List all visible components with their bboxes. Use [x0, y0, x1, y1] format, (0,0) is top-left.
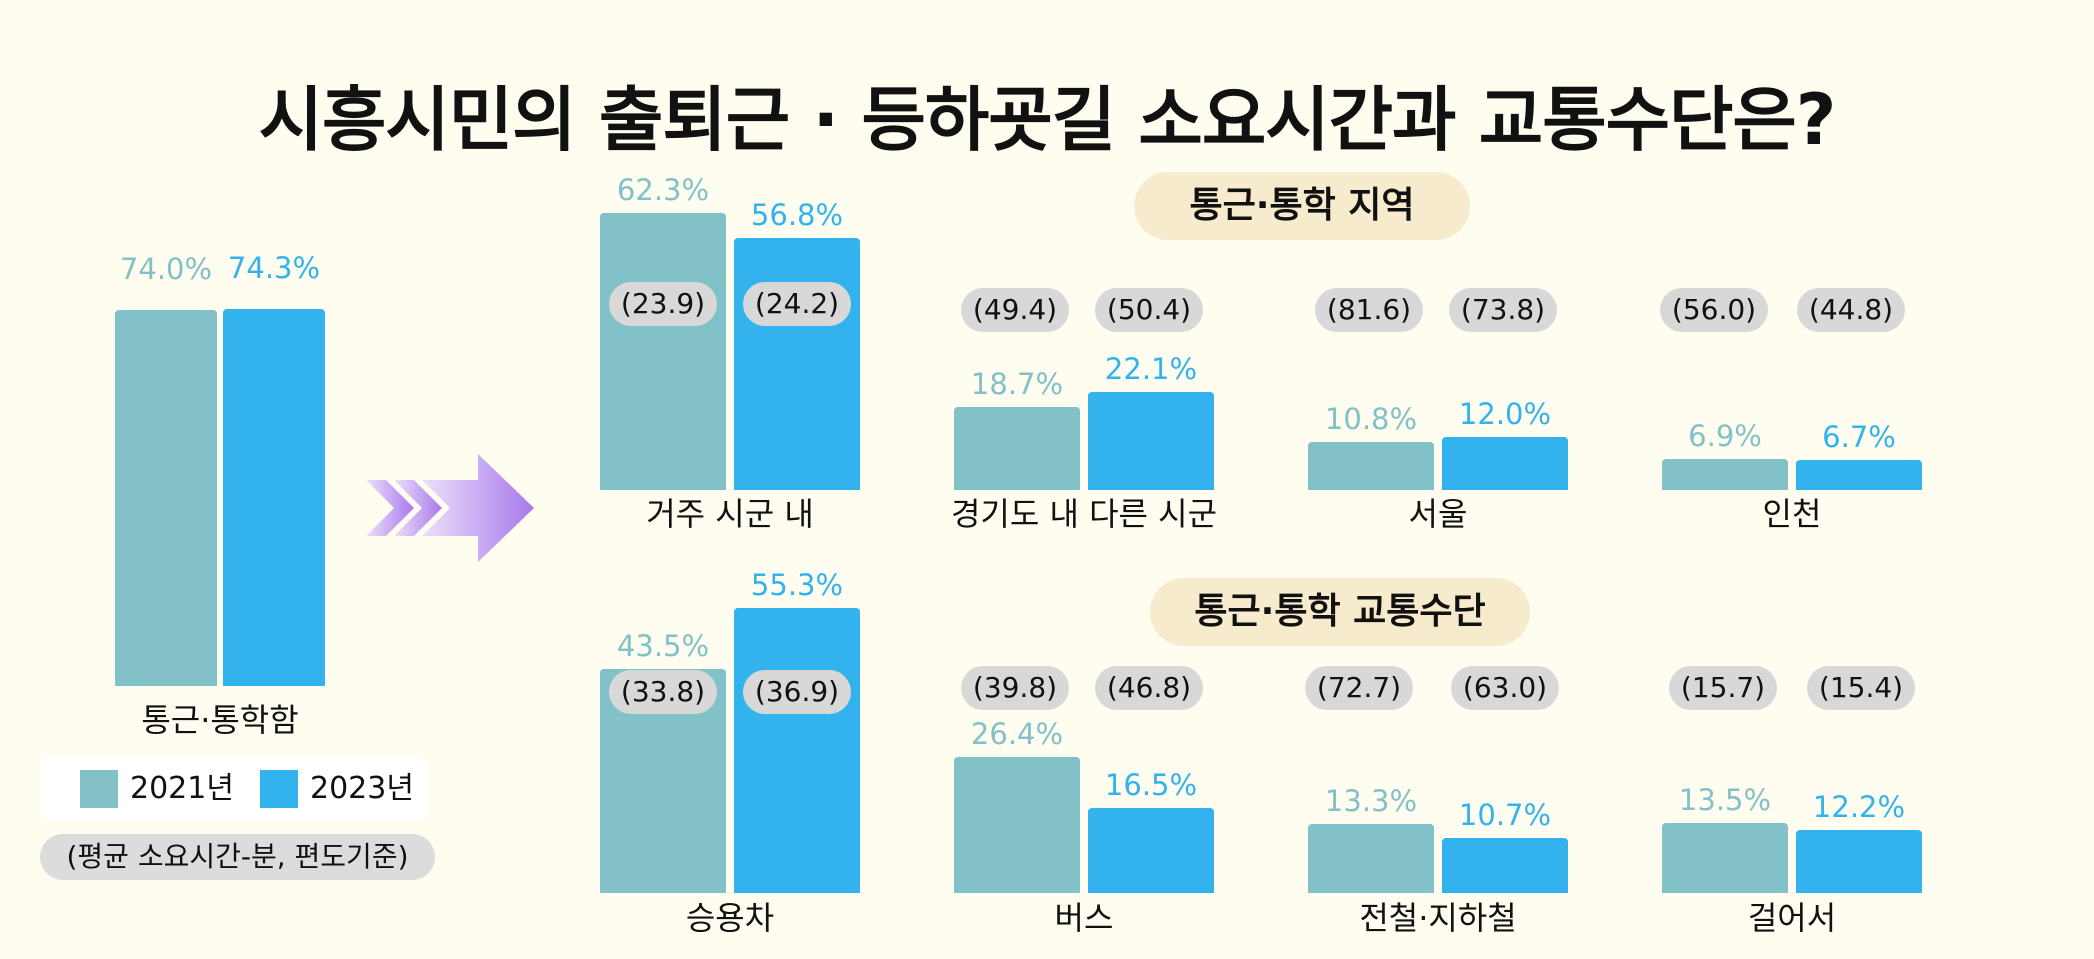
avg-time-pill-region-3-2023: (73.8)	[1449, 288, 1557, 332]
section-label-region: 통근·통학 지역	[1134, 172, 1470, 240]
bar-transport-3-2023	[1442, 837, 1568, 893]
data-label-transport-2-2021: 26.4%	[970, 716, 1064, 751]
data-label-transport-1-2023: 55.3%	[750, 567, 844, 602]
legend-swatch-2023	[260, 770, 298, 808]
data-label-transport-3-2021: 13.3%	[1324, 784, 1418, 819]
avg-time-pill-transport-2-2021: (39.8)	[961, 666, 1069, 710]
avg-time-pill-transport-1-2021: (33.8)	[609, 670, 717, 714]
category-label-region-4: 인천	[1762, 495, 1822, 533]
category-label-region-2: 경기도 내 다른 시군	[950, 495, 1218, 533]
data-label-region-4-2023: 6.7%	[1822, 420, 1896, 455]
bar-region-2-2023	[1088, 391, 1214, 490]
data-label-commute-2021: 74.0%	[119, 252, 213, 287]
avg-time-pill-region-4-2023: (44.8)	[1797, 288, 1905, 332]
bar-region-1-2023	[734, 237, 860, 490]
avg-time-pill-transport-3-2021: (72.7)	[1305, 666, 1413, 710]
category-label-transport-2: 버스	[1054, 899, 1114, 937]
data-label-transport-3-2023: 10.7%	[1458, 797, 1552, 832]
category-label-region-3: 서울	[1408, 495, 1468, 533]
avg-time-pill-transport-4-2023: (15.4)	[1807, 666, 1915, 710]
data-label-commute-2023: 74.3%	[227, 250, 321, 285]
data-label-region-4-2021: 6.9%	[1688, 419, 1762, 454]
bar-region-3-2023	[1442, 436, 1568, 490]
bar-commute-2023	[223, 308, 325, 686]
avg-time-pill-transport-3-2023: (63.0)	[1451, 666, 1559, 710]
legend-label-2021: 2021년	[130, 771, 234, 806]
data-label-region-1-2021: 62.3%	[616, 173, 710, 208]
bar-transport-2-2021	[954, 756, 1080, 893]
data-label-transport-1-2021: 43.5%	[616, 628, 710, 663]
bar-region-1-2021	[600, 213, 726, 490]
legend-label-2023: 2023년	[310, 771, 414, 806]
arrow-right-icon	[366, 454, 534, 562]
bar-transport-2-2023	[1088, 807, 1214, 893]
legend-swatch-2021	[80, 770, 118, 808]
unit-note: (평균 소요시간-분, 편도기준)	[40, 834, 435, 880]
bar-transport-4-2021	[1662, 823, 1788, 893]
data-label-transport-2-2023: 16.5%	[1104, 767, 1198, 802]
bar-transport-4-2023	[1796, 830, 1922, 893]
avg-time-pill-region-4-2021: (56.0)	[1660, 288, 1768, 332]
page-title: 시흥시민의 출퇴근 · 등하굣길 소요시간과 교통수단은?	[258, 79, 1837, 161]
bar-region-3-2021	[1308, 442, 1434, 490]
avg-time-pill-transport-4-2021: (15.7)	[1669, 666, 1777, 710]
bar-transport-3-2021	[1308, 824, 1434, 893]
data-label-transport-4-2021: 13.5%	[1678, 783, 1772, 818]
legend: 2021년 2023년	[40, 758, 426, 820]
data-label-region-1-2023: 56.8%	[750, 197, 844, 232]
avg-time-pill-region-3-2021: (81.6)	[1315, 288, 1423, 332]
bar-region-4-2023	[1796, 460, 1922, 490]
category-label-transport-1: 승용차	[685, 899, 775, 937]
category-label-transport-3: 전철·지하철	[1359, 899, 1517, 937]
section-label-transport: 통근·통학 교통수단	[1150, 578, 1530, 646]
data-label-region-3-2023: 12.0%	[1458, 396, 1552, 431]
avg-time-pill-region-2-2023: (50.4)	[1095, 288, 1203, 332]
avg-time-pill-transport-2-2023: (46.8)	[1095, 666, 1203, 710]
data-label-region-3-2021: 10.8%	[1324, 402, 1418, 437]
data-label-region-2-2023: 22.1%	[1104, 351, 1198, 386]
avg-time-pill-transport-1-2023: (36.9)	[743, 670, 851, 714]
bar-region-4-2021	[1662, 459, 1788, 490]
bar-region-2-2021	[954, 406, 1080, 490]
category-label-commute: 통근·통학함	[141, 701, 299, 739]
avg-time-pill-region-1-2023: (24.2)	[743, 282, 851, 326]
bar-commute-2021	[115, 310, 217, 686]
data-label-transport-4-2023: 12.2%	[1812, 790, 1906, 825]
avg-time-pill-region-1-2021: (23.9)	[609, 282, 717, 326]
bar-transport-1-2023	[734, 607, 860, 893]
avg-time-pill-region-2-2021: (49.4)	[961, 288, 1069, 332]
category-label-region-1: 거주 시군 내	[646, 495, 814, 533]
data-label-region-2-2021: 18.7%	[970, 366, 1064, 401]
category-label-transport-4: 걸어서	[1747, 899, 1837, 937]
